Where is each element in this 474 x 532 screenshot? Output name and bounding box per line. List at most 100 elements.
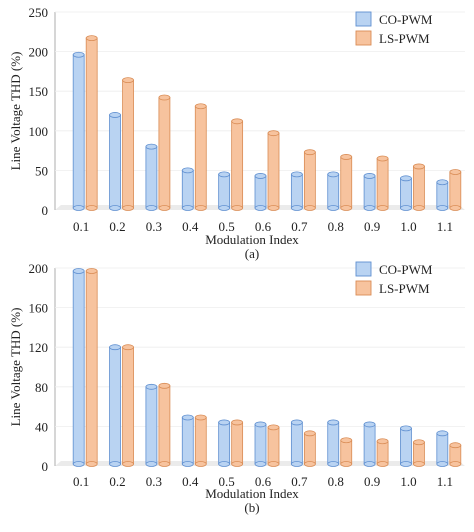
y-tick-label: 40 (35, 419, 48, 434)
y-tick-label: 50 (35, 163, 48, 178)
bar-ls-pwm-1.0-body (413, 441, 425, 465)
bar-ls-pwm-0.7-cap (303, 149, 316, 156)
bar-ls-pwm-0.3-cap (158, 382, 171, 389)
bar-co-pwm-0.1-cap (72, 51, 85, 58)
legend-swatch-ls-pwm (355, 280, 372, 296)
bar-ls-pwm-0.4-body (194, 105, 207, 209)
bar-co-pwm-0.6 (254, 173, 267, 211)
bar-co-pwm-1.0-base (400, 461, 412, 467)
bar-ls-pwm-0.6-base (267, 461, 280, 467)
bar-ls-pwm-0.5-base (231, 205, 244, 211)
bar-ls-pwm-0.8-base (340, 205, 353, 211)
x-tick-label: 0.9 (364, 219, 380, 234)
bar-ls-pwm-0.3-base (158, 461, 171, 467)
legend-label-co-pwm: CO-PWM (379, 12, 433, 27)
x-tick-label: 0.2 (109, 219, 125, 234)
bar-co-pwm-0.8-body (327, 422, 340, 465)
bar-ls-pwm-0.6-cap (267, 424, 280, 431)
bar-co-pwm-0.9-base (363, 461, 376, 467)
bar-ls-pwm-0.8 (340, 154, 353, 211)
bar-ls-pwm-0.5-cap (231, 419, 244, 426)
bar-ls-pwm-0.2 (122, 77, 134, 211)
bar-co-pwm-0.1 (72, 268, 85, 467)
y-tick-label: 200 (29, 45, 49, 60)
bar-co-pwm-0.3-body (145, 386, 158, 465)
bar-co-pwm-0.1-body (72, 270, 85, 465)
bar-ls-pwm-0.8-body (340, 156, 353, 209)
bar-co-pwm-0.8 (327, 419, 340, 467)
bar-co-pwm-0.2 (109, 112, 121, 211)
bar-ls-pwm-0.1-cap (85, 268, 98, 274)
bar-ls-pwm-1.0-base (413, 205, 425, 211)
bar-ls-pwm-0.2-body (122, 346, 134, 465)
bar-ls-pwm-0.4-body (194, 417, 207, 465)
bar-ls-pwm-0.1 (85, 35, 98, 211)
bar-co-pwm-0.6-cap (254, 173, 267, 179)
bar-co-pwm-0.2-base (109, 461, 121, 467)
bar-co-pwm-0.3-cap (145, 383, 158, 390)
bar-co-pwm-0.8-base (327, 205, 340, 211)
bar-co-pwm-0.2-body (109, 346, 121, 465)
bar-co-pwm-0.6-body (254, 424, 267, 465)
bar-co-pwm-0.2 (109, 344, 121, 467)
bar-ls-pwm-0.2-cap (122, 77, 134, 84)
bar-ls-pwm-0.4-base (194, 461, 207, 467)
bar-co-pwm-0.1-body (72, 54, 85, 209)
bar-co-pwm-0.2-body (109, 114, 121, 209)
bar-co-pwm-0.5-base (218, 205, 231, 211)
bar-co-pwm-0.5-cap (218, 419, 231, 426)
bar-co-pwm-0.3-base (145, 461, 158, 467)
bar-ls-pwm-0.2-body (122, 79, 134, 209)
bar-co-pwm-0.8-body (327, 173, 340, 209)
bar-ls-pwm-0.7-body (303, 432, 316, 465)
bar-co-pwm-1.0-base (400, 205, 412, 211)
bar-ls-pwm-0.6-body (267, 426, 280, 465)
bar-ls-pwm-0.6 (267, 130, 280, 211)
bar-ls-pwm-0.1-body (85, 37, 98, 209)
bar-co-pwm-0.4 (181, 167, 194, 211)
y-tick-label: 80 (35, 380, 48, 395)
bar-ls-pwm-0.9-cap (376, 438, 389, 445)
bar-ls-pwm-0.5-base (231, 461, 244, 467)
bar-co-pwm-0.7 (290, 171, 303, 211)
bar-co-pwm-0.1-base (72, 461, 85, 467)
y-tick-label: 120 (29, 340, 49, 355)
bar-co-pwm-1.0 (400, 175, 412, 211)
bar-co-pwm-0.3 (145, 143, 158, 211)
x-axis-label: Modulation Index (205, 232, 299, 247)
x-tick-label: 0.7 (291, 474, 308, 489)
bar-co-pwm-0.8-base (327, 461, 340, 467)
bar-ls-pwm-1.0 (413, 439, 425, 467)
x-tick-label: 0.4 (182, 219, 199, 234)
bar-ls-pwm-0.3-body (158, 97, 171, 209)
bar-co-pwm-0.9 (363, 421, 376, 467)
bar-co-pwm-0.6-base (254, 205, 267, 211)
y-tick-label: 0 (42, 203, 49, 218)
bar-co-pwm-0.8-cap (327, 419, 340, 426)
bar-ls-pwm-1.1 (449, 442, 462, 467)
bar-ls-pwm-1.1-base (449, 461, 462, 467)
x-tick-label: 0.7 (291, 219, 308, 234)
x-tick-label: 0.3 (146, 474, 162, 489)
bar-co-pwm-0.4-body (181, 417, 194, 465)
bar-ls-pwm-0.8-cap (340, 154, 353, 160)
bar-ls-pwm-0.6-base (267, 205, 280, 211)
bar-co-pwm-0.3-body (145, 146, 158, 209)
bar-ls-pwm-0.5 (231, 419, 244, 467)
bar-ls-pwm-0.2 (122, 344, 134, 467)
bar-co-pwm-0.7 (290, 419, 303, 467)
bar-co-pwm-0.7-base (290, 461, 303, 467)
bar-ls-pwm-0.1 (85, 268, 98, 467)
bar-co-pwm-0.5 (218, 419, 231, 467)
bar-ls-pwm-0.3 (158, 382, 171, 467)
legend-label-co-pwm: CO-PWM (379, 262, 433, 277)
legend-swatch-co-pwm (355, 11, 372, 27)
legend-label-ls-pwm: LS-PWM (379, 281, 430, 296)
bar-ls-pwm-0.7 (303, 149, 316, 211)
bar-ls-pwm-0.3-base (158, 205, 171, 211)
bar-co-pwm-0.6-cap (254, 421, 267, 428)
bar-ls-pwm-0.5 (231, 118, 244, 211)
bar-ls-pwm-1.0 (413, 163, 425, 211)
bar-ls-pwm-0.8-body (340, 439, 353, 465)
